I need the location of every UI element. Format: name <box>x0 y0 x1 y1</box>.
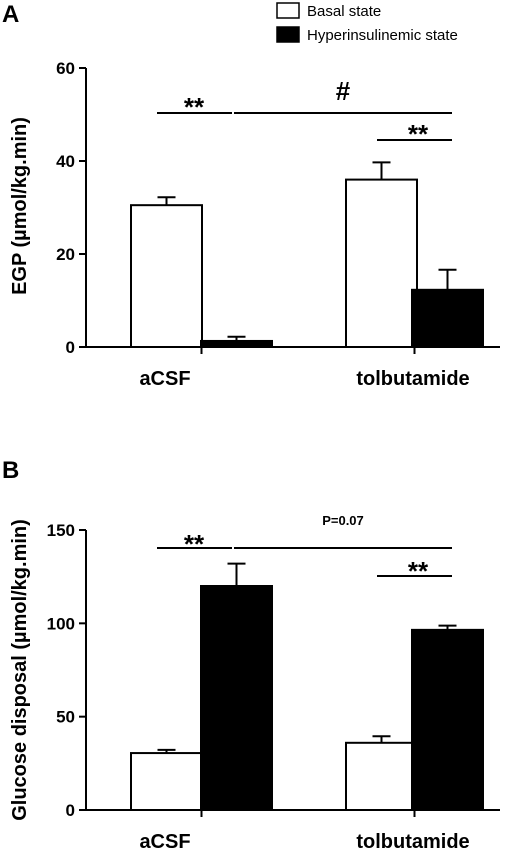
bar-basal-aCSF <box>130 204 203 348</box>
y-tick-label: 150 <box>47 521 75 540</box>
y-axis-title-b: Glucose disposal (µmol/kg.min) <box>9 519 31 821</box>
bar-basal-aCSF <box>130 752 203 811</box>
significance-label: ** <box>408 556 429 586</box>
x-category-label: tolbutamide <box>356 368 469 390</box>
panel-letter-b: B <box>2 457 19 484</box>
significance-label: ** <box>408 119 429 149</box>
legend-swatch-hyperinsulinemic <box>276 26 300 43</box>
legend: Basal state Hyperinsulinemic state <box>276 2 458 44</box>
significance-label: ** <box>184 529 205 559</box>
legend-swatch-basal <box>276 2 300 19</box>
panel-letter-a: A <box>2 1 19 28</box>
y-tick-label: 0 <box>66 801 75 820</box>
y-tick-label: 40 <box>56 152 75 171</box>
significance-label: # <box>336 76 351 106</box>
x-category-label: aCSF <box>139 831 190 853</box>
panel-a-egp-chart: A EGP (µmol/kg.min) 0 20 40 60 aCSF tolbutami… <box>2 1 500 390</box>
bar-hyperinsulinemic-aCSF <box>200 339 273 348</box>
y-tick-label: 100 <box>47 614 75 633</box>
bar-hyperinsulinemic-aCSF <box>200 585 273 811</box>
significance-label: P=0.07 <box>322 513 364 528</box>
y-axis-title-a: EGP (µmol/kg.min) <box>9 117 31 295</box>
bar-hyperinsulinemic-tolbutamide <box>411 628 484 811</box>
x-category-label: tolbutamide <box>356 831 469 853</box>
legend-label-basal: Basal state <box>307 3 381 20</box>
y-tick-label: 0 <box>66 338 75 357</box>
legend-label-hyperinsulinemic: Hyperinsulinemic state <box>307 27 458 44</box>
significance-label: ** <box>184 92 205 122</box>
y-tick-label: 20 <box>56 245 75 264</box>
bar-basal-tolbutamide <box>345 741 418 811</box>
x-category-label: aCSF <box>139 368 190 390</box>
y-tick-label: 60 <box>56 59 75 78</box>
bar-hyperinsulinemic-tolbutamide <box>411 288 484 348</box>
panel-b-glucose-disposal-chart: B Glucose disposal (µmol/kg.min) 0 50 100 1… <box>2 457 500 853</box>
y-tick-label: 50 <box>56 708 75 727</box>
bar-basal-tolbutamide <box>345 178 418 348</box>
